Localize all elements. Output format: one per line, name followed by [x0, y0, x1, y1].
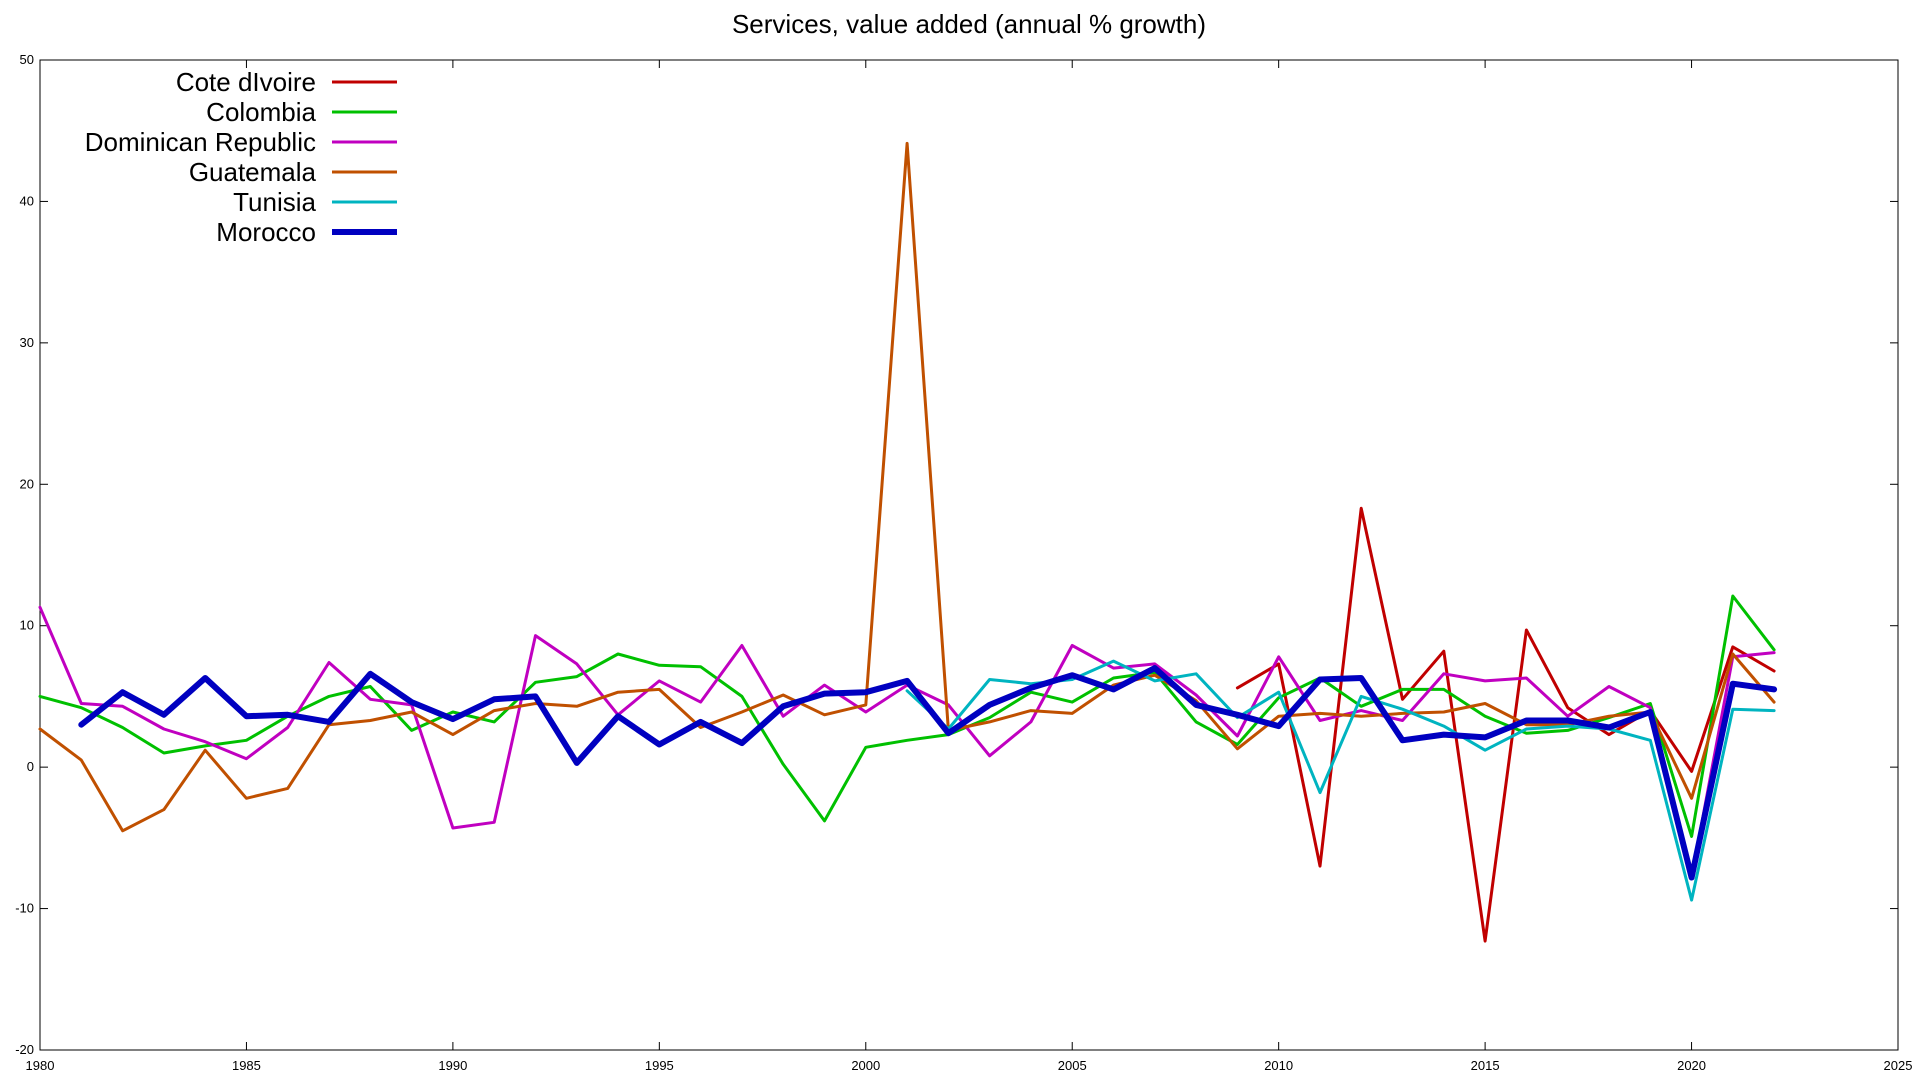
series-line-morocco [78, 665, 1778, 881]
series-line-dominican-republic [38, 605, 1776, 879]
x-tick-label: 2005 [1058, 1058, 1087, 1073]
y-tick-label: 30 [20, 335, 34, 350]
y-tick-label: -10 [15, 901, 34, 916]
x-tick-label: 2015 [1471, 1058, 1500, 1073]
x-tick-label: 2010 [1264, 1058, 1293, 1073]
x-tick-label: 1985 [232, 1058, 261, 1073]
legend-label-morocco: Morocco [216, 217, 316, 247]
series-line-cote-divoire [1235, 506, 1776, 943]
x-tick-label: 1990 [438, 1058, 467, 1073]
x-tick-label: 1980 [26, 1058, 55, 1073]
y-tick-label: 40 [20, 193, 34, 208]
legend-label-guatemala: Guatemala [189, 157, 317, 187]
plot-frame [39, 59, 1899, 1051]
legend-label-cote-divoire: Cote dIvoire [176, 67, 316, 97]
y-tick-label: -20 [15, 1042, 34, 1057]
y-tick-label: 0 [27, 759, 34, 774]
chart-title: Services, value added (annual % growth) [732, 9, 1206, 39]
plot-area: -20 -10 0 10 20 30 40 50 1980 1985 1990 1995 2000 200… [15, 52, 1912, 1073]
legend-label-tunisia: Tunisia [233, 187, 316, 217]
x-tick-label: 1995 [645, 1058, 674, 1073]
y-tick-label: 20 [20, 476, 34, 491]
series-line-colombia [38, 594, 1776, 838]
x-tick-label: 2025 [1884, 1058, 1913, 1073]
y-tick-label: 50 [20, 52, 34, 67]
x-tick-label: 2020 [1677, 1058, 1706, 1073]
legend-label-dominican-republic: Dominican Republic [85, 127, 316, 157]
x-tick-label: 2000 [851, 1058, 880, 1073]
legend-label-colombia: Colombia [206, 97, 316, 127]
series-group [38, 141, 1778, 943]
y-tick-label: 10 [20, 618, 34, 633]
